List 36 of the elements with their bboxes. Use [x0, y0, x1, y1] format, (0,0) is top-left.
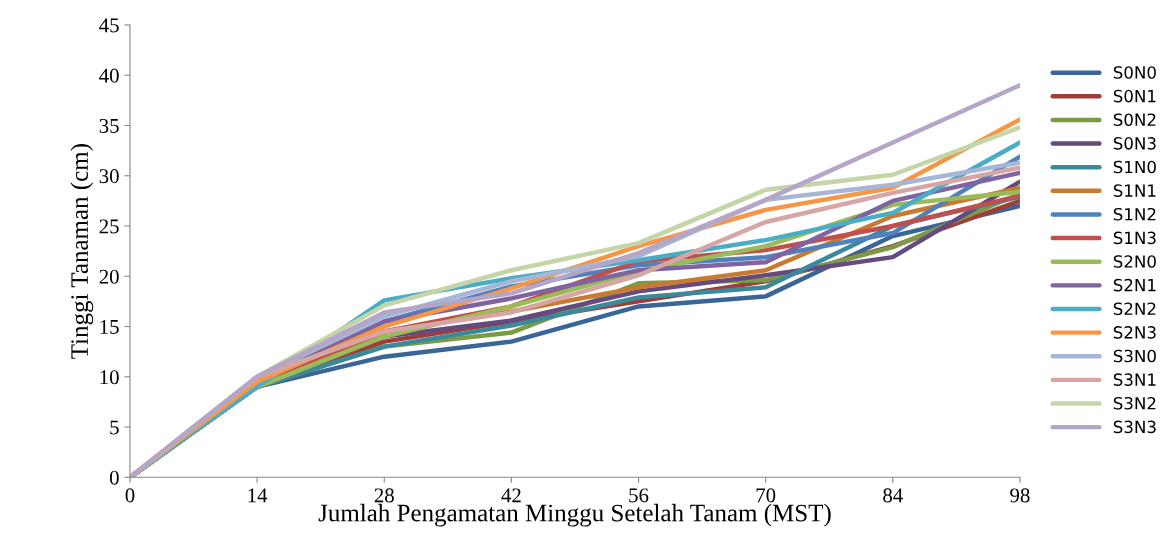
legend-label: S2N2 — [1113, 302, 1156, 316]
x-tick-label: 56 — [629, 488, 649, 503]
legend-label: S1N3 — [1113, 231, 1156, 245]
y-tick-label: 20 — [99, 269, 119, 284]
x-tick-label: 84 — [883, 488, 903, 503]
legend-label: S0N0 — [1113, 66, 1156, 79]
legend-label: S2N3 — [1113, 326, 1156, 339]
y-tick-label: 10 — [100, 370, 119, 385]
y-tick-label: 30 — [99, 169, 119, 184]
x-tick-label: 42 — [501, 488, 521, 503]
y-tick-label: 45 — [99, 18, 119, 33]
y-tick-label: 5 — [110, 420, 119, 435]
legend-label: S3N1 — [1113, 373, 1156, 386]
legend-label: S1N2 — [1113, 207, 1156, 221]
y-tick-label: 35 — [99, 118, 119, 133]
x-axis-title: Jumlah Pengamatan Minggu Setelah Tanam (MST) — [318, 503, 831, 527]
legend-label: S2N0 — [1113, 255, 1156, 268]
legend-label: S1N1 — [1113, 184, 1156, 197]
x-tick-label: 70 — [756, 488, 776, 503]
y-axis-title: Tinggi Tanaman (cm) — [70, 144, 94, 359]
legend-label: S1N0 — [1113, 160, 1156, 174]
legend-label: S3N2 — [1113, 396, 1156, 410]
legend-label: S3N3 — [1113, 420, 1156, 434]
legend-label: S0N3 — [1113, 137, 1156, 150]
x-tick-label: 14 — [248, 488, 268, 503]
x-tick-label: 0 — [125, 488, 135, 503]
legend-label: S3N0 — [1113, 349, 1156, 363]
legend-label: S2N1 — [1113, 278, 1156, 292]
y-tick-label: 15 — [100, 320, 119, 334]
y-tick-label: 0 — [109, 470, 119, 485]
y-tick-label: 40 — [99, 68, 119, 83]
y-tick-label: 25 — [99, 219, 119, 234]
legend-label: S0N2 — [1113, 113, 1156, 127]
legend-label: S0N1 — [1113, 89, 1156, 103]
x-tick-label: 28 — [374, 488, 394, 503]
x-tick-label: 98 — [1010, 488, 1030, 503]
